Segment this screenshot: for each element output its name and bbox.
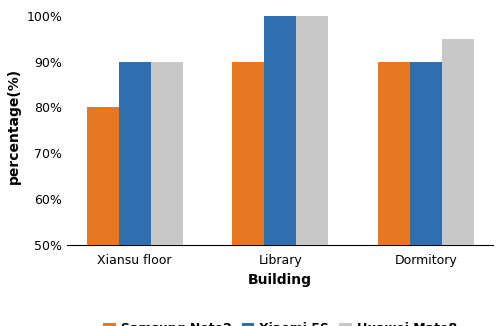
Bar xyxy=(378,62,410,326)
Y-axis label: percentage(%): percentage(%) xyxy=(7,68,21,184)
Bar xyxy=(264,16,296,326)
Bar xyxy=(118,62,150,326)
Bar xyxy=(86,108,118,326)
Bar xyxy=(150,62,182,326)
Bar xyxy=(232,62,264,326)
Bar xyxy=(296,16,328,326)
Legend: Samsung Note2, Xiaomi 5S, Huawei Mate8: Samsung Note2, Xiaomi 5S, Huawei Mate8 xyxy=(98,317,462,326)
X-axis label: Building: Building xyxy=(248,273,312,287)
Bar xyxy=(442,39,474,326)
Bar xyxy=(410,62,442,326)
